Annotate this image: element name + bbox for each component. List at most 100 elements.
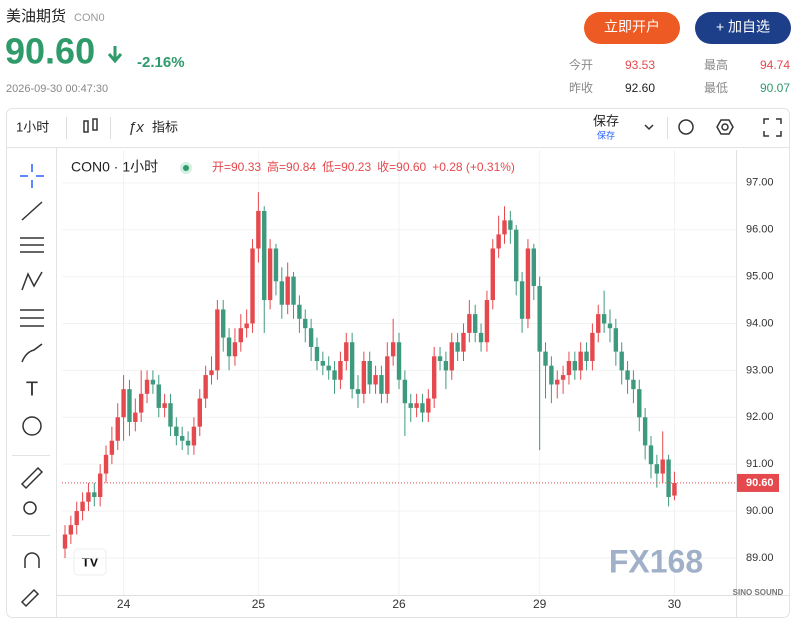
crosshair-tool[interactable] (20, 164, 44, 188)
candle-body (162, 403, 167, 408)
trendline-tool[interactable] (21, 201, 43, 221)
candle-body (426, 398, 431, 413)
text-tool[interactable]: T (26, 378, 38, 400)
snapshot-button[interactable] (678, 119, 694, 135)
candle-body (361, 361, 367, 394)
price: 90.60 (5, 31, 95, 72)
open-account-label[interactable]: 立即开户 (604, 19, 660, 35)
candle-body (566, 361, 572, 376)
projection-tool[interactable] (20, 309, 44, 327)
magnet-tool[interactable] (24, 552, 40, 568)
x-tick-label: 25 (252, 597, 266, 611)
stat-value: 92.60 (625, 81, 655, 95)
candle-body (385, 356, 390, 394)
candle-body (572, 361, 578, 371)
fib-tool[interactable] (20, 237, 44, 253)
y-tick-label: 97.00 (746, 177, 774, 189)
candle-body (631, 379, 636, 390)
candle-body (379, 375, 384, 394)
stat-label: 今开 (569, 57, 593, 72)
candle-body (244, 323, 249, 329)
interval-button[interactable]: 1小时 (16, 119, 49, 134)
x-tick-label: 30 (668, 597, 682, 611)
emoji-tool[interactable] (22, 416, 42, 436)
candle-body (543, 351, 548, 366)
candle-body (215, 309, 220, 371)
save-button[interactable]: 保存 (593, 113, 619, 128)
brush-tool[interactable] (21, 343, 43, 363)
watermark-sub: SINO SOUND (733, 588, 784, 597)
y-tick-label: 94.00 (746, 317, 774, 329)
change: -2.16% (137, 54, 185, 71)
candle-body (514, 229, 519, 282)
candle-body (519, 281, 525, 319)
candle-body (133, 412, 138, 422)
candle-body (613, 328, 619, 352)
candle-type-button[interactable] (83, 118, 98, 133)
zoom-tool[interactable] (23, 501, 37, 515)
open-account-button[interactable] (584, 12, 680, 44)
candle-body (332, 370, 337, 380)
candle-body (584, 351, 589, 362)
candle-body (262, 210, 267, 301)
candle-body (97, 473, 103, 497)
candle-body (402, 379, 408, 404)
candle-body (414, 403, 419, 408)
down-arrow (107, 46, 123, 64)
stat-value: 90.07 (760, 81, 790, 95)
chart-frame (6, 108, 790, 618)
candle-body (531, 248, 536, 286)
candle-body (549, 365, 554, 385)
watchlist-label[interactable]: + 加自选 (716, 19, 770, 35)
candle-body (373, 375, 378, 385)
candle-body (197, 398, 202, 427)
settings-button[interactable] (716, 119, 734, 135)
candle-body (180, 436, 185, 441)
candle-body (308, 328, 314, 347)
watchlist-button[interactable] (695, 12, 791, 44)
candle-body (338, 361, 343, 380)
stat-label: 最高 (704, 57, 728, 72)
timestamp: 2026-09-30 00:47:30 (6, 83, 108, 95)
candle-body (502, 220, 507, 235)
y-tick-label: 95.00 (746, 271, 774, 283)
candle-body (168, 403, 173, 427)
settings-dot (721, 123, 729, 131)
candle-body (537, 285, 542, 352)
candle-body (273, 248, 279, 282)
candle-body (267, 248, 273, 301)
candle-body (156, 384, 161, 408)
candle-body (349, 342, 355, 390)
x-tick-label: 26 (392, 597, 406, 611)
x-tick-label: 24 (117, 597, 131, 611)
ohlc-legend: 收=90.60 (377, 160, 426, 174)
candle-body (654, 464, 660, 474)
y-tick-label: 92.00 (746, 411, 774, 423)
indicator-button[interactable]: 指标 (152, 119, 178, 134)
candle-body (642, 417, 648, 446)
candle-body (80, 501, 85, 512)
save-sub: 保存 (597, 129, 615, 140)
candle-body (221, 309, 226, 338)
candle-body (431, 356, 437, 399)
indicator-icon[interactable]: ƒx (128, 119, 144, 136)
ruler-tool[interactable] (20, 466, 44, 490)
pattern-tool[interactable] (21, 271, 43, 291)
stat-value: 94.74 (760, 58, 790, 72)
candle-body (285, 276, 290, 305)
candle-body (144, 379, 150, 394)
candle-body (437, 356, 443, 362)
save-dropdown[interactable] (644, 124, 654, 131)
candle-body (367, 361, 372, 385)
candle-body (297, 304, 302, 319)
lock-tool[interactable] (20, 588, 40, 608)
fullscreen-button[interactable] (763, 118, 782, 137)
candle-body (250, 248, 255, 324)
candle-body (390, 342, 396, 357)
candle-body (326, 365, 331, 371)
chart-title: CON0 · 1小时 (71, 159, 158, 175)
ohlc-legend: 高=90.84 (267, 159, 316, 174)
y-tick-label: 93.00 (746, 364, 774, 376)
candle-body (525, 248, 531, 319)
candle-body (320, 361, 326, 366)
